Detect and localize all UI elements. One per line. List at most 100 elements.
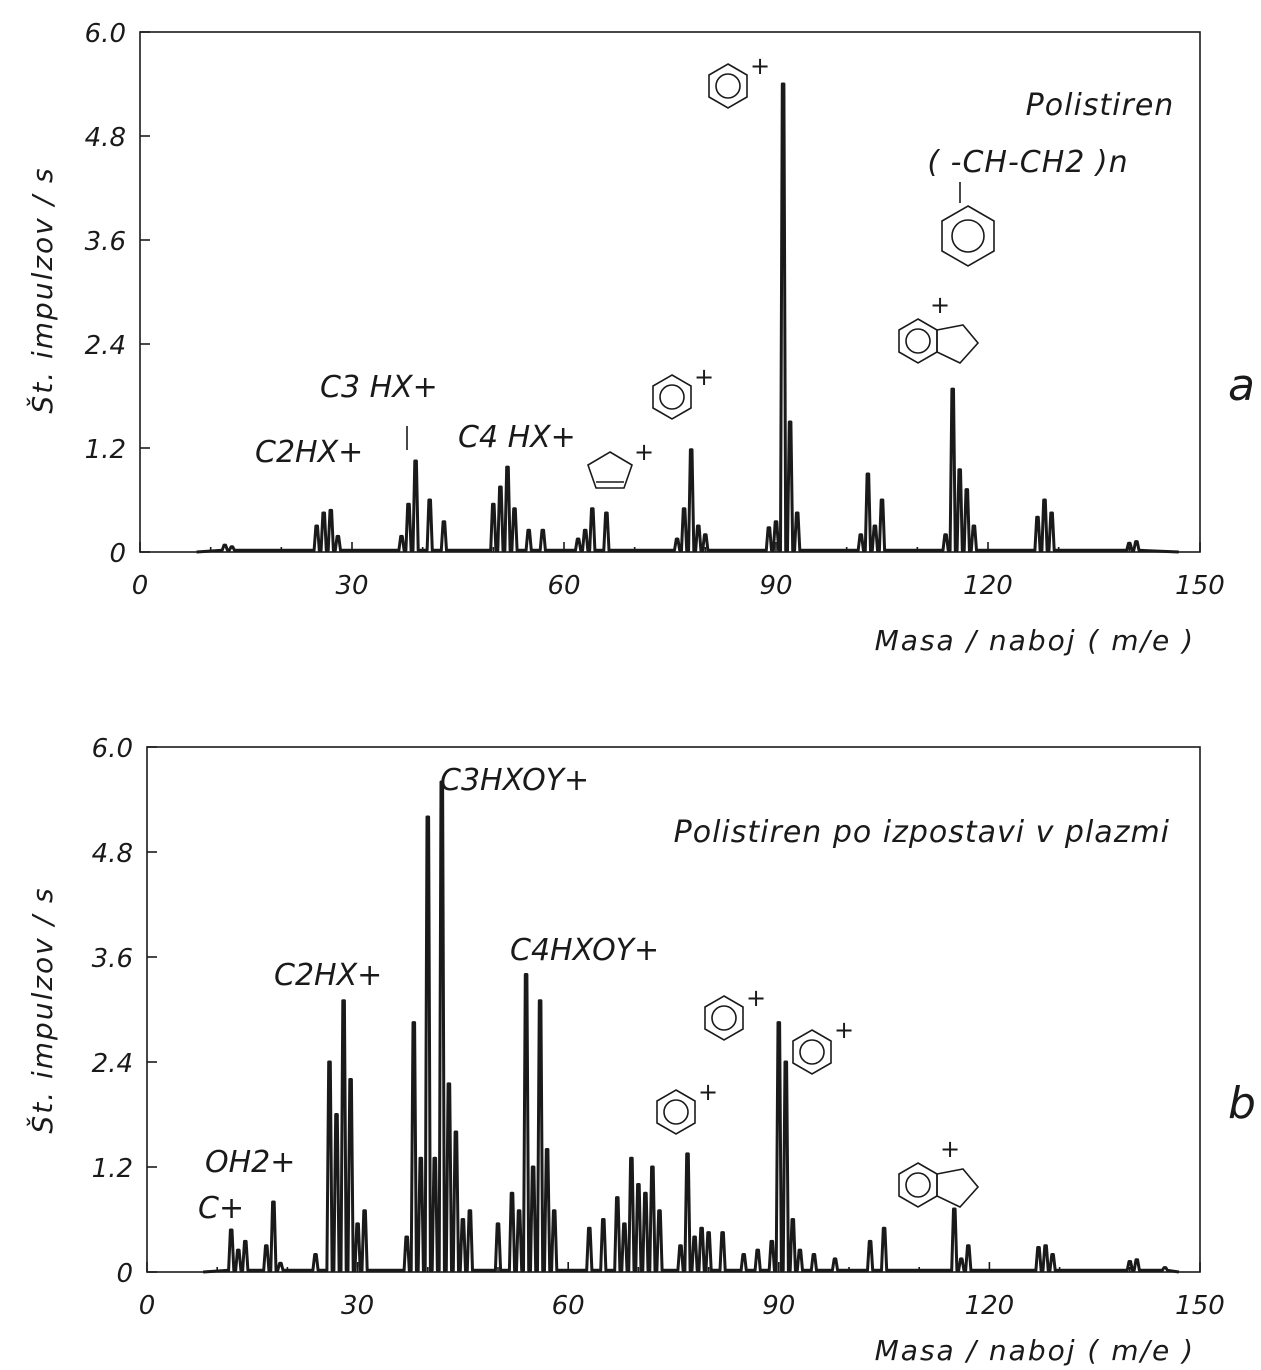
y-tick-label: 3.6 [92, 944, 133, 974]
spectrum-peak [414, 459, 417, 463]
svg-text:+: + [750, 52, 770, 80]
spectrum-peak [1128, 1260, 1132, 1263]
x-tick-label: 150 [1175, 1291, 1225, 1321]
benzene-ring-icon [941, 205, 995, 267]
spectrum-peak [524, 973, 528, 976]
spectrum-peak [492, 503, 495, 506]
spectrum-peak [468, 1209, 472, 1212]
panel-b-annot-oh2: OH2+ [205, 1145, 295, 1180]
spectrum-peak [552, 1209, 556, 1212]
benzene-ring-icon: + [792, 1016, 854, 1075]
spectrum-peak [433, 1157, 437, 1160]
panel-b-label: b [1228, 1078, 1256, 1129]
spectrum-peak [756, 1248, 759, 1252]
spectrum-peak [960, 1257, 963, 1261]
x-tick-label: 90 [759, 571, 792, 601]
panel-a-annot-c2hx: C2HX+ [255, 435, 363, 470]
spectrum-peak [791, 1218, 795, 1221]
benzene-ring-icon: + [652, 363, 714, 420]
spectrum-peak [541, 529, 544, 532]
panel-b-y-axis-title: Št. impulzov / s [25, 886, 59, 1133]
spectrum-peak [798, 1248, 802, 1252]
spectrum-peak [265, 1244, 268, 1247]
spectrum-peak [880, 498, 884, 502]
cyclopentadiene-ring-icon: + [587, 438, 654, 489]
spectrum-peak [707, 1231, 710, 1234]
y-tick-label: 1.2 [85, 435, 126, 465]
spectrum-peak [513, 507, 516, 510]
spectrum-peak [335, 1113, 338, 1116]
spectrum-peak [630, 1157, 633, 1160]
spectrum-peak [545, 1148, 549, 1151]
spectrum-peak [1037, 1246, 1040, 1249]
spectrum-peak [788, 420, 792, 424]
benzene-ring-icon: + [704, 984, 766, 1041]
spectrum-peak [623, 1222, 626, 1226]
spectrum-peak [812, 1253, 816, 1256]
spectrum-peak [499, 485, 502, 489]
spectrum-peak [461, 1218, 465, 1221]
spectrum-peak [328, 1060, 331, 1064]
indene-ring-icon: + [898, 1135, 980, 1208]
spectrum-peak [400, 535, 403, 538]
spectrum-peak [517, 1209, 521, 1212]
spectrum-peak [1135, 1258, 1139, 1261]
x-tick-label: 60 [552, 1291, 585, 1321]
spectrum-peak [686, 1152, 689, 1156]
y-tick-label: 0 [116, 1259, 133, 1289]
panel-a-annot-c4hx: C4 HX+ [458, 420, 576, 455]
indene-ring-icon: + [898, 291, 980, 364]
spectrum-peak [833, 1257, 837, 1261]
spectrum-peak [770, 1240, 773, 1243]
spectrum-peak [527, 529, 530, 532]
spectrum-peak [1128, 542, 1131, 545]
spectrum-peak [774, 520, 778, 523]
panel-a-formula: ( -CH-CH2 )n [927, 145, 1128, 180]
panel-a-x-axis-title: Masa / naboj ( m/e ) [875, 624, 1195, 657]
panel-b-annot-c3hxoy: C3HXOY+ [440, 763, 589, 798]
spectrum-peak [314, 1253, 317, 1256]
spectrum-peak [419, 1157, 422, 1160]
spectrum-peak [682, 507, 686, 510]
y-tick-label: 6.0 [92, 734, 133, 764]
spectrum-peak [693, 1235, 696, 1239]
x-tick-label: 30 [341, 1291, 374, 1321]
spectrum-peak [690, 448, 693, 451]
spectrum-peak [576, 537, 580, 541]
spectrum-peak [426, 815, 429, 819]
spectrum-peak [859, 533, 862, 536]
panel-a-title: Polistiren [1026, 88, 1175, 123]
spectrum-peak [442, 520, 446, 523]
panel-a-annot-c3hx: C3 HX+ [320, 370, 438, 405]
panel-b-spectrum-line [203, 780, 1180, 1274]
spectrum-peak [244, 1240, 247, 1243]
x-tick-label: 120 [963, 571, 1013, 601]
x-tick-label: 90 [762, 1291, 795, 1321]
spectrum-peak [1051, 1253, 1054, 1256]
spectrum-peak [230, 1228, 233, 1232]
svg-text:+: + [694, 363, 714, 391]
spectrum-peak [588, 1227, 591, 1230]
spectrum-peak [510, 1192, 514, 1195]
panel-b-y-tick-labels: 0 1.2 2.4 3.6 4.8 6.0 [92, 734, 133, 1289]
spectrum-peak [965, 488, 968, 491]
panel-b-annot-c4hxoy: C4HXOY+ [510, 933, 659, 968]
panel-b-x-axis-title: Masa / naboj ( m/e ) [875, 1334, 1195, 1367]
spectrum-peak [1135, 540, 1138, 543]
spectrum-peak [866, 472, 870, 476]
spectrum-peak [742, 1253, 745, 1256]
panel-a-y-tick-labels: 0 1.2 2.4 3.6 4.8 6.0 [85, 19, 126, 569]
spectrum-peak [412, 1021, 415, 1024]
spectrum-peak [700, 1227, 703, 1230]
y-tick-label: 3.6 [85, 227, 126, 257]
spectrum-peak [1036, 516, 1039, 519]
panel-a-x-tick-labels: 0 30 60 90 120 150 [132, 571, 1225, 601]
spectrum-peak [616, 1196, 619, 1199]
panel-b-chart: 0 30 60 90 120 150 0 1.2 2.4 3.6 4.8 6.0 Masa / na… [25, 734, 1256, 1367]
benzene-ring-icon: + [656, 1078, 718, 1135]
y-tick-label: 4.8 [92, 839, 133, 869]
spectrum-peak [356, 1222, 359, 1226]
spectrum-peak [538, 999, 542, 1002]
svg-text:+: + [940, 1135, 960, 1163]
